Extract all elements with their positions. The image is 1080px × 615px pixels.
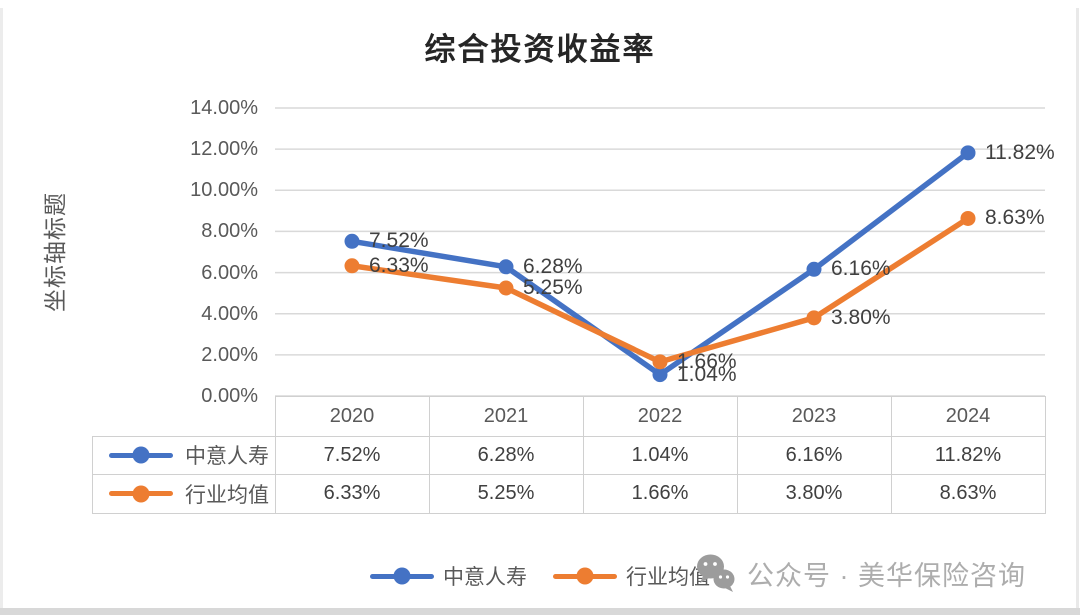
table-corner-cell <box>92 396 275 436</box>
data-label: 1.04% <box>677 362 737 386</box>
table-border <box>583 396 584 513</box>
series-marker-icon <box>393 567 411 585</box>
table-year-header: 2022 <box>637 404 683 427</box>
y-axis-tick: 0.00% <box>201 385 258 407</box>
table-border <box>92 436 93 513</box>
table-border <box>92 436 1046 437</box>
legend-label: 中意人寿 <box>443 566 527 589</box>
legend-item: 行业均值 <box>553 561 710 591</box>
series-name: 中意人寿 <box>185 445 269 468</box>
table-border <box>92 513 1046 514</box>
window-right-edge <box>1076 8 1079 608</box>
watermark-text: 公众号 · 美华保险咨询 <box>747 560 1026 591</box>
y-axis-tick: 10.00% <box>190 179 258 201</box>
y-axis-tick: 6.00% <box>201 262 258 284</box>
table-cell: 6.16% <box>785 443 843 466</box>
table-cell: 7.52% <box>323 443 381 466</box>
y-axis-tick: 4.00% <box>201 303 258 325</box>
series-name: 行业均值 <box>185 483 269 507</box>
table-border <box>737 396 738 513</box>
y-axis-tick: 14.00% <box>190 97 258 119</box>
table-border <box>275 396 1046 397</box>
table-cell: 6.33% <box>323 482 381 504</box>
table-cell: 5.25% <box>477 482 535 504</box>
data-label: 1.66% <box>677 349 737 373</box>
data-table: 2020 2021 2022 2023 2024 中意人寿 7.52% 6.28… <box>92 396 1045 513</box>
table-border <box>891 396 892 513</box>
table-border <box>92 474 1046 475</box>
data-label: 6.28% <box>523 254 583 278</box>
y-axis-tick: 2.00% <box>201 344 258 366</box>
table-border <box>429 396 430 513</box>
table-border <box>275 396 276 513</box>
table-year-header: 2024 <box>945 404 991 427</box>
window-bottom-bar <box>0 608 1080 615</box>
data-label: 8.63% <box>985 206 1045 230</box>
watermark: 公众号 · 美华保险咨询 <box>693 550 1026 596</box>
table-cell: 1.04% <box>631 443 689 466</box>
series-row-header: 行业均值 <box>92 474 275 513</box>
y-axis-tick: 12.00% <box>190 138 258 160</box>
legend-item: 中意人寿 <box>370 561 527 591</box>
table-cell: 6.28% <box>477 443 535 466</box>
wechat-icon <box>697 554 735 592</box>
legend-label: 行业均值 <box>626 566 710 589</box>
series-marker-icon <box>576 567 594 585</box>
legend-key <box>370 567 434 585</box>
table-year-header: 2020 <box>329 404 375 427</box>
series-marker-icon <box>132 485 150 502</box>
table-year-header: 2023 <box>791 404 837 427</box>
series-key <box>109 446 173 464</box>
table-year-header: 2021 <box>483 404 529 427</box>
data-label: 3.80% <box>831 305 891 329</box>
table-cell: 11.82% <box>934 443 1002 466</box>
legend-key <box>553 567 617 585</box>
series-marker-icon <box>132 446 150 464</box>
y-axis-tick: 8.00% <box>201 220 258 242</box>
data-label: 6.33% <box>369 253 429 277</box>
series-key <box>109 485 173 502</box>
series-row-header: 中意人寿 <box>92 436 275 474</box>
chart-title: 综合投资收益率 <box>424 32 656 67</box>
chart-legend: 中意人寿 行业均值 <box>0 562 1080 590</box>
data-label: 7.52% <box>369 229 429 253</box>
data-label: 11.82% <box>985 140 1055 164</box>
data-label: 6.16% <box>831 257 891 281</box>
table-cell: 8.63% <box>939 482 997 504</box>
table-cell: 3.80% <box>785 482 843 504</box>
window-left-edge <box>0 8 3 608</box>
data-label: 5.25% <box>523 276 583 299</box>
table-cell: 1.66% <box>631 482 689 504</box>
table-border <box>1045 396 1046 513</box>
